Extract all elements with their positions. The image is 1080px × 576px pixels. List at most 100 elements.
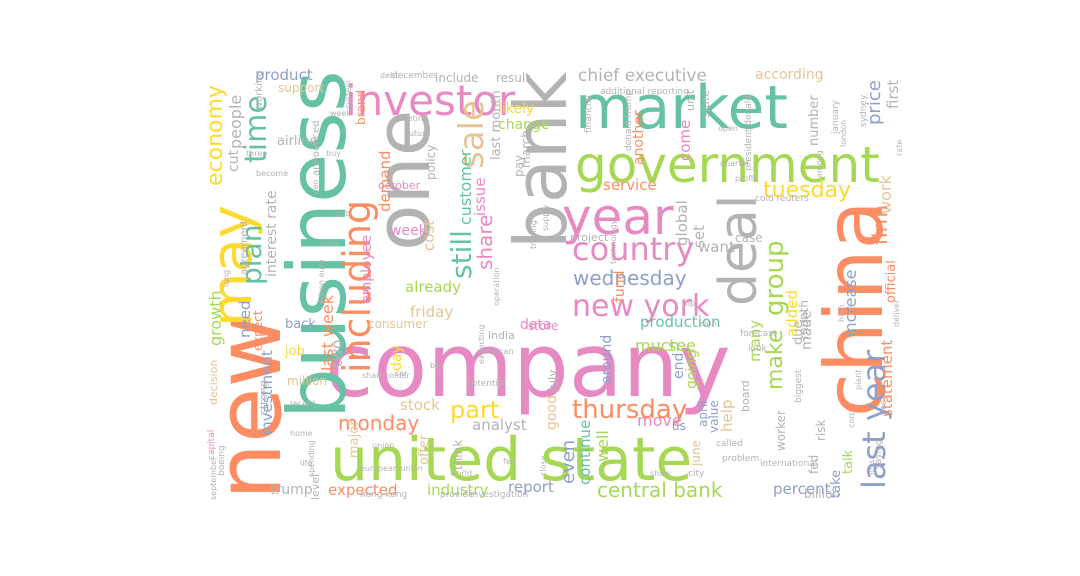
cloud-word: well (593, 430, 612, 462)
cloud-word: trump (270, 482, 313, 498)
cloud-word: plant (854, 369, 863, 390)
cloud-word: technology (609, 219, 618, 264)
cloud-word: many (746, 319, 764, 362)
cloud-word: level (309, 473, 322, 500)
cloud-word: likely (498, 101, 535, 117)
cloud-word: include (435, 71, 479, 85)
cloud-word: people (226, 94, 245, 149)
cloud-word: case (735, 231, 763, 245)
cloud-word: deliver (892, 299, 901, 327)
cloud-word: car (395, 369, 408, 378)
cloud-word: year (562, 188, 674, 246)
cloud-word: euro (320, 239, 338, 248)
cloud-word: tuesday (763, 178, 852, 203)
cloud-word: additional reporting (600, 87, 689, 97)
cloud-word: increase (841, 269, 860, 337)
cloud-word: investigation (470, 490, 529, 500)
cloud-word: government (575, 136, 880, 194)
cloud-word: country (572, 230, 695, 268)
cloud-word: system (344, 80, 353, 109)
cloud-word: september (209, 456, 218, 500)
cloud-word: million (287, 374, 327, 388)
cloud-word: recent (290, 399, 316, 408)
cloud-word: spending (307, 440, 316, 477)
cloud-word: december (392, 71, 438, 81)
cloud-word: still (445, 230, 478, 279)
cloud-word: think (451, 439, 465, 470)
cloud-word: sign (700, 319, 717, 328)
cloud-word: rate (895, 139, 904, 156)
cloud-word: long (222, 269, 231, 287)
cloud-word: policy (424, 144, 438, 180)
cloud-word: offer (417, 434, 432, 465)
cloud-word: continue (576, 419, 594, 485)
cloud-word: official (884, 260, 899, 303)
cloud-word: high (837, 304, 846, 322)
cloud-word: cold reuters (755, 194, 809, 204)
cloud-word: month (797, 300, 811, 339)
cloud-word: brand (354, 89, 368, 125)
cloud-word: rise (879, 400, 888, 415)
cloud-word: expected (328, 481, 398, 499)
cloud-word: european union (360, 464, 423, 473)
cloud-word: growth (206, 290, 225, 346)
cloud-word: week (330, 109, 352, 118)
cloud-word: board (739, 380, 752, 412)
cloud-word: billion euro (317, 259, 326, 304)
cloud-word: thursday (572, 395, 688, 425)
cloud-word: union (372, 441, 395, 450)
cloud-word: put (335, 209, 349, 218)
cloud-word: loss (867, 459, 876, 475)
cloud-word: trading (529, 220, 538, 249)
cloud-word: two (328, 339, 346, 367)
cloud-word: share (473, 214, 497, 270)
cloud-word: july (546, 369, 560, 391)
cloud-word: sydney (859, 94, 869, 127)
cloud-word: much (635, 336, 680, 355)
cloud-word: home (290, 429, 313, 438)
cloud-word: friday (410, 303, 454, 321)
cloud-word: big (430, 361, 443, 370)
cloud-word: financial (584, 94, 594, 133)
cloud-word: shareholder (362, 371, 410, 380)
cloud-word: consumer (368, 317, 428, 331)
cloud-word: international (760, 459, 818, 469)
cloud-word: value (707, 400, 721, 433)
cloud-word: saying (874, 439, 884, 469)
cloud-word: among (815, 150, 824, 178)
cloud-word: provide (440, 490, 474, 500)
cloud-word: help (718, 399, 736, 432)
cloud-word: world (450, 469, 473, 478)
cloud-word: job (285, 344, 305, 359)
cloud-word: london (839, 119, 848, 147)
cloud-word: new york (572, 289, 710, 324)
cloud-word: top (682, 299, 696, 308)
cloud-word: first (884, 79, 902, 109)
cloud-word: percent (773, 480, 831, 498)
cloud-word: agreement (239, 220, 250, 275)
cloud-word: see (668, 336, 697, 355)
cloud-word: central bank (597, 478, 723, 502)
cloud-word: firm (868, 205, 892, 245)
cloud-word: billion (804, 487, 840, 501)
cloud-word: india (488, 329, 515, 342)
cloud-word: analyst (472, 416, 527, 434)
cloud-word: move (637, 411, 682, 430)
cloud-word: come (676, 119, 694, 161)
cloud-word: potential (466, 379, 507, 389)
cloud-word: capital (207, 429, 217, 460)
cloud-word: strong (257, 379, 270, 415)
cloud-word: stock (400, 396, 440, 414)
cloud-word: three (246, 149, 268, 158)
cloud-word: global (673, 200, 691, 246)
cloud-word: operation (492, 267, 501, 306)
cloud-word: issue (471, 177, 489, 216)
cloud-word: company (325, 314, 731, 417)
cloud-word: last month (489, 90, 504, 160)
cloud-word: open (718, 124, 738, 133)
cloud-word: pay (512, 154, 526, 177)
cloud-word: forecast (740, 329, 777, 339)
cloud-word: us (672, 419, 686, 433)
cloud-word: support (278, 81, 325, 95)
